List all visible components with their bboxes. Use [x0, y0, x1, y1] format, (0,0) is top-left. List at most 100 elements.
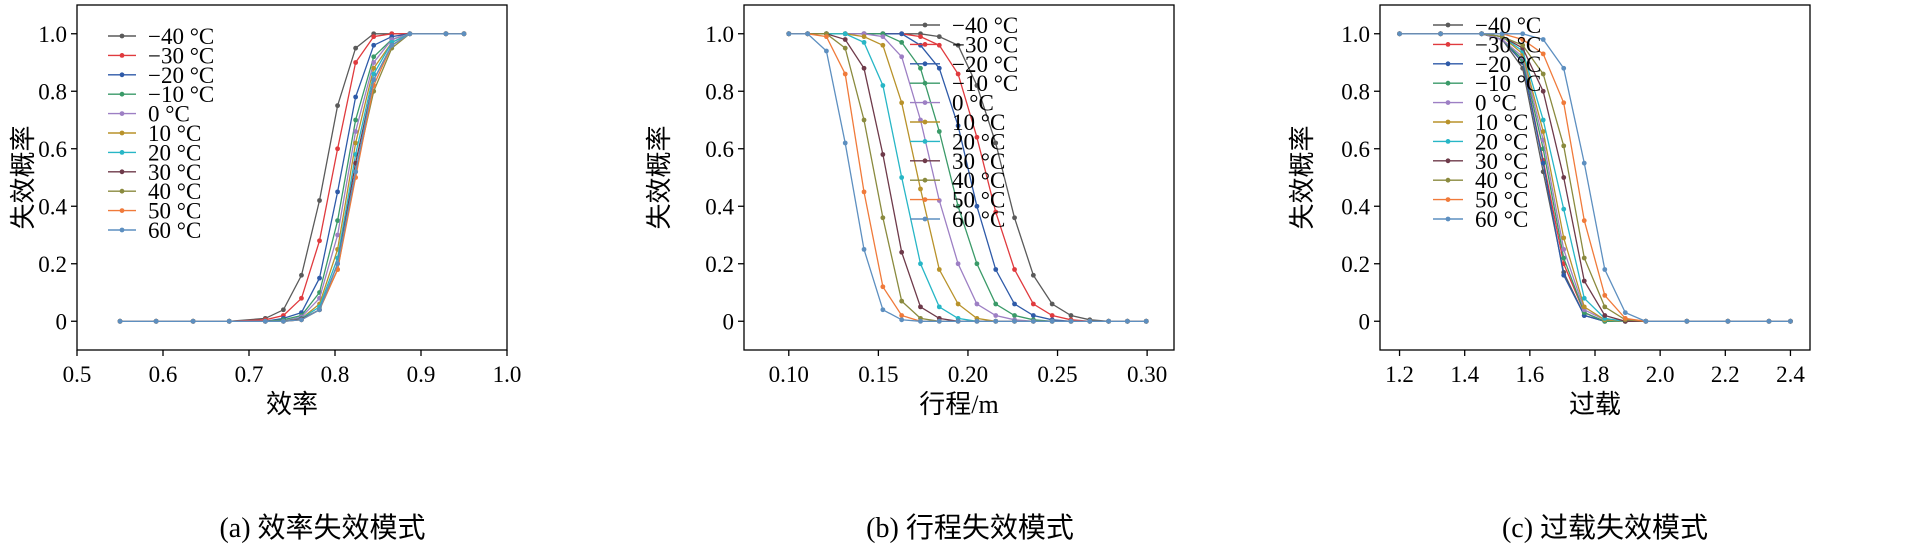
x-tick-label: 0.7 — [235, 362, 264, 387]
data-point — [955, 42, 961, 48]
data-point — [1012, 313, 1017, 318]
data-point — [1106, 318, 1112, 324]
x-tick-label: 1.8 — [1581, 362, 1610, 387]
data-point — [1725, 318, 1731, 324]
legend-label: 20 °C — [1475, 129, 1528, 154]
chart-panel-overload: 1.2 1.4 1.6 1.8 2.0 2.2 2.4 0 0.2 0.4 0.6 0.8 1.0 −40… — [1285, 0, 1905, 555]
data-point — [842, 71, 848, 77]
y-axis-label: 失效概率 — [9, 125, 38, 229]
legend-label: 0 °C — [1475, 91, 1517, 116]
y-tick-label: 0.2 — [705, 252, 734, 277]
data-point — [842, 31, 848, 37]
data-point — [899, 31, 905, 37]
data-point — [993, 267, 999, 272]
data-point — [190, 318, 196, 324]
data-point — [899, 100, 905, 106]
data-point — [1684, 318, 1690, 324]
y-tick-label: 0.4 — [38, 194, 67, 219]
series-line — [1399, 33, 1791, 322]
chart-stroke: 0.10 0.15 0.20 0.25 0.30 0 0.2 0.4 0.6 0.8 1.0 −40 … — [645, 4, 1175, 419]
data-point — [335, 218, 340, 224]
legend-marker — [922, 177, 928, 183]
data-point — [117, 318, 123, 324]
data-point — [918, 318, 923, 324]
legend-label: 60 °C — [952, 207, 1005, 232]
data-point — [974, 261, 980, 267]
legend-label: 10 °C — [148, 121, 201, 146]
x-tick-label: 0.25 — [1037, 362, 1077, 387]
data-point — [918, 42, 923, 48]
legend-label: 50 °C — [148, 199, 201, 224]
legend-marker — [1445, 197, 1451, 203]
legend-marker — [119, 111, 125, 116]
data-point — [1602, 292, 1608, 298]
data-point — [1788, 318, 1793, 324]
data-point — [335, 261, 340, 267]
chart-caption: (a) 效率失效模式 — [219, 513, 426, 544]
data-point — [918, 34, 923, 40]
series-line — [788, 33, 1147, 322]
data-point — [1581, 160, 1587, 166]
data-point — [1087, 318, 1093, 324]
y-tick-label: 0.6 — [38, 137, 67, 162]
legend-label: −10 °C — [148, 82, 214, 107]
data-point — [936, 267, 942, 272]
data-point — [880, 42, 886, 48]
data-point — [936, 129, 942, 134]
data-point — [1049, 313, 1055, 318]
chart-caption: (c) 过载失效模式 — [1501, 513, 1709, 544]
data-point — [993, 301, 999, 307]
data-point — [1561, 175, 1567, 180]
data-point — [1622, 315, 1628, 321]
data-point — [918, 117, 923, 123]
y-tick-label: 0.8 — [1341, 79, 1370, 104]
legend-label: 60 °C — [1475, 207, 1528, 232]
data-point — [1012, 215, 1017, 221]
chart-panel-stroke: 0.10 0.15 0.20 0.25 0.30 0 0.2 0.4 0.6 0.8 1.0 −40 … — [640, 0, 1270, 555]
series-line — [1399, 33, 1791, 322]
data-point — [1540, 37, 1546, 42]
series-line — [1399, 33, 1791, 322]
data-point — [1561, 100, 1567, 106]
legend-marker — [922, 139, 928, 144]
data-point — [936, 34, 942, 40]
data-point — [1561, 143, 1567, 149]
legend-marker — [119, 33, 125, 39]
legend-label: 50 °C — [1475, 188, 1528, 213]
data-point — [371, 77, 377, 83]
data-point — [1540, 160, 1546, 166]
data-point — [1520, 42, 1526, 48]
y-tick-label: 1.0 — [1341, 22, 1370, 47]
data-point — [955, 123, 961, 129]
legend-label: −40 °C — [1475, 13, 1541, 38]
legend-marker — [119, 188, 125, 194]
legend-marker — [922, 42, 928, 47]
data-point — [389, 42, 395, 48]
data-point — [317, 238, 322, 244]
data-point — [918, 261, 923, 267]
data-point — [335, 103, 340, 109]
data-point — [880, 284, 886, 290]
data-point — [371, 60, 377, 65]
data-point — [1012, 301, 1017, 307]
data-point — [842, 140, 848, 146]
data-point — [353, 129, 359, 134]
data-point — [1643, 318, 1649, 324]
data-point — [1561, 235, 1567, 241]
x-tick-label: 0.20 — [948, 362, 988, 387]
legend-marker — [119, 169, 125, 175]
data-point — [974, 203, 980, 209]
data-point — [974, 134, 980, 140]
x-tick-label: 0.6 — [149, 362, 178, 387]
data-point — [353, 60, 359, 65]
y-tick-label: 0.4 — [705, 194, 734, 219]
x-tick-label: 1.6 — [1515, 362, 1544, 387]
data-point — [842, 37, 848, 42]
data-point — [936, 198, 942, 203]
x-tick-label: 0.30 — [1127, 362, 1167, 387]
data-point — [1561, 246, 1567, 252]
legend-label: −10 °C — [952, 71, 1018, 96]
y-tick-label: 0.8 — [38, 79, 67, 104]
data-point — [1602, 267, 1608, 272]
legend-marker — [119, 150, 125, 155]
